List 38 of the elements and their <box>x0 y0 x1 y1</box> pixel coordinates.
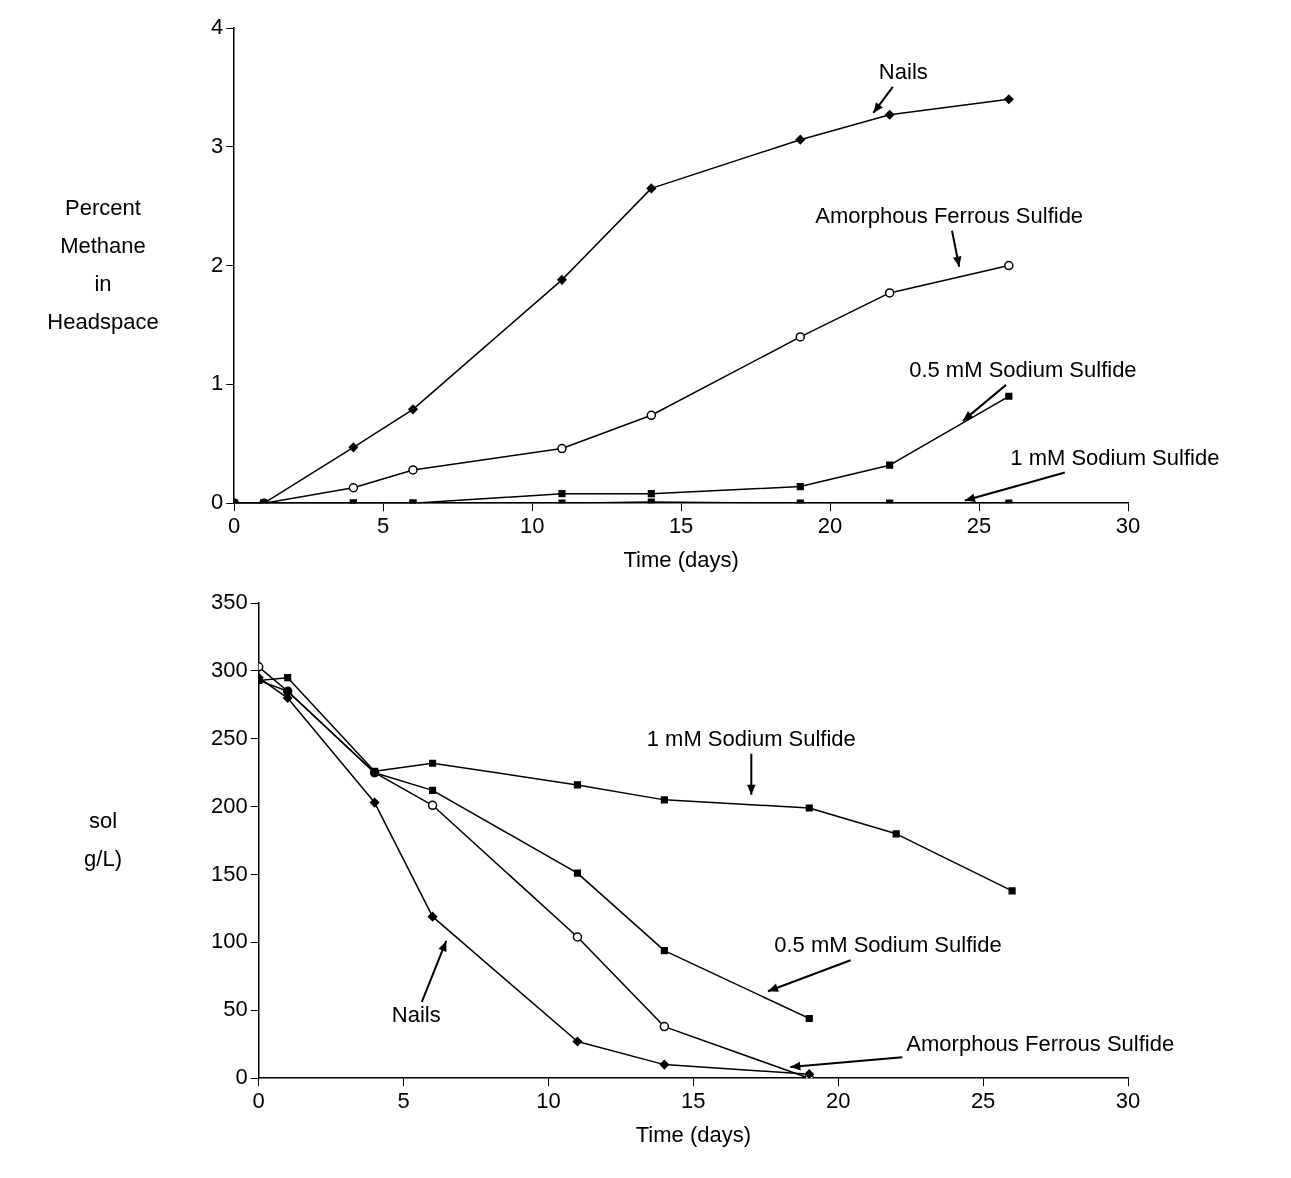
text: Amorphous Ferrous Sulfide <box>906 1031 1175 1057</box>
x-axis-title: Time (days) <box>623 546 739 572</box>
y-tick-label: 3 <box>210 132 224 158</box>
x-axis-title: Time (days) <box>635 1121 752 1147</box>
y-tick-label: 50 <box>223 996 248 1022</box>
y-tick-label: 1 <box>210 370 224 396</box>
y-tick-label: 200 <box>210 792 248 818</box>
y-tick-label: 0 <box>235 1064 248 1090</box>
x-tick-label: 25 <box>966 513 992 539</box>
series-label: 1 mM Sodium Sulfide <box>1010 444 1220 470</box>
x-tick-label: 30 <box>1115 513 1141 539</box>
y-tick-label: 250 <box>210 724 248 750</box>
x-tick-label: 10 <box>536 1088 561 1114</box>
text: Amorphous Ferrous Sulfide <box>815 202 1084 228</box>
y-axis-title: Percent Methane in Headspace <box>47 194 159 334</box>
y-tick-label: 2 <box>210 251 224 277</box>
y-tick-label: 4 <box>210 14 224 40</box>
x-tick-label: 20 <box>817 513 843 539</box>
series-label: 0.5 mM Sodium Sulfide <box>909 356 1137 382</box>
x-tick-label: 25 <box>970 1088 996 1114</box>
series-label: Nails <box>878 59 928 85</box>
y-tick-label: 100 <box>210 928 248 954</box>
text: 1 mM Sodium Sulfide <box>646 725 856 751</box>
y-tick-label: 0 <box>210 489 224 515</box>
x-tick-label: 15 <box>681 1088 706 1114</box>
y-tick-label: 300 <box>210 656 248 682</box>
text: Nails <box>391 1001 441 1027</box>
x-tick-label: 20 <box>825 1088 851 1114</box>
x-tick-label: 15 <box>668 513 694 539</box>
x-tick-label: 5 <box>397 1088 410 1114</box>
y-tick-label: 350 <box>210 589 248 615</box>
x-tick-label: 5 <box>377 513 390 539</box>
x-tick-label: 10 <box>519 513 545 539</box>
y-axis-title: sol g/L) <box>84 807 122 871</box>
x-tick-label: 30 <box>1115 1088 1141 1114</box>
series-label: 0.5 mM Sodium Sulfide <box>774 932 1002 958</box>
y-tick-label: 150 <box>210 860 248 886</box>
x-tick-label: 0 <box>252 1088 265 1114</box>
